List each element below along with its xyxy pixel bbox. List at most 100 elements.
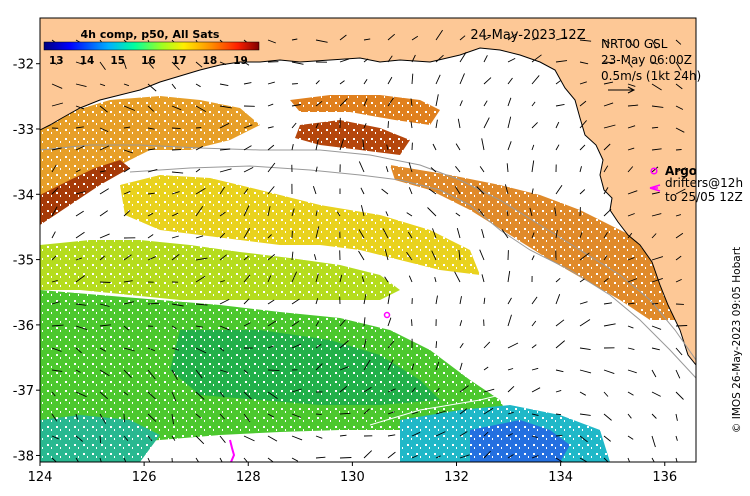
current-vector (243, 298, 250, 305)
current-vector (171, 191, 180, 195)
current-vector (483, 77, 492, 85)
current-vector (507, 116, 512, 129)
current-vector (555, 413, 562, 416)
current-vector (651, 277, 663, 283)
current-vector (478, 208, 485, 217)
current-vector (507, 297, 512, 305)
current-vector (459, 431, 468, 437)
current-vector (195, 413, 202, 419)
y-tick-label: -34 (13, 188, 34, 203)
current-vector (315, 166, 318, 173)
current-vector (603, 369, 615, 375)
current-vector (408, 275, 413, 283)
current-vector (99, 391, 108, 400)
current-vector (267, 345, 274, 349)
current-vector (651, 413, 657, 419)
current-vector (531, 188, 534, 195)
current-vector (579, 278, 585, 283)
current-vector (603, 81, 614, 85)
current-vector (75, 145, 85, 151)
current-vector (123, 391, 129, 396)
current-vector (315, 138, 319, 151)
credit-text: © IMOS 26-May-2023 09:05 Hobart (731, 247, 743, 433)
current-vector (459, 408, 468, 415)
current-vector (627, 435, 634, 440)
current-vector (387, 33, 395, 41)
argo-float-marker[interactable] (383, 311, 391, 319)
current-vector (507, 314, 512, 327)
current-vector (675, 347, 683, 356)
current-vector (267, 186, 275, 195)
current-vector (483, 407, 494, 415)
current-vector (555, 229, 558, 239)
current-vector (627, 147, 635, 151)
current-vector (171, 127, 181, 130)
current-vector (99, 413, 107, 424)
current-vector (99, 457, 102, 462)
current-vector (579, 100, 587, 107)
current-vector (483, 100, 488, 107)
current-vector (459, 342, 464, 349)
current-vector (195, 145, 204, 151)
current-vector (507, 141, 512, 151)
current-vector (147, 83, 157, 92)
current-vector (267, 234, 272, 239)
current-vector (555, 457, 564, 462)
current-vector (51, 324, 64, 327)
current-vector (147, 413, 157, 422)
current-vector (291, 271, 298, 283)
current-vector (291, 343, 301, 349)
current-vector (267, 299, 275, 305)
current-vector (171, 235, 179, 239)
current-vector (531, 413, 539, 416)
current-vector (195, 303, 208, 306)
drifter-track[interactable] (229, 439, 236, 462)
current-vector (219, 186, 226, 195)
current-vector (384, 276, 389, 283)
current-vector (123, 369, 132, 379)
current-vector (267, 81, 275, 85)
current-vector (51, 301, 60, 305)
current-vector (99, 83, 106, 87)
current-vector (603, 187, 609, 195)
current-vector (531, 75, 540, 85)
current-vector (195, 457, 200, 462)
current-vector (555, 319, 565, 327)
x-tick-label: 126 (132, 470, 157, 485)
current-vector (243, 227, 251, 239)
current-vector (579, 391, 587, 396)
current-vector (123, 301, 135, 305)
current-vector (267, 320, 277, 327)
current-vector (75, 126, 84, 129)
current-vector (651, 166, 659, 173)
current-vector (243, 188, 249, 195)
current-vector (603, 102, 614, 107)
current-vector (651, 302, 659, 305)
current-vector (315, 456, 326, 459)
current-vector (339, 98, 348, 107)
current-vector (435, 54, 444, 63)
current-info-line3: 0.5m/s (1kt 24h) (601, 69, 701, 83)
contour-deep (369, 389, 696, 451)
current-vector (219, 391, 225, 398)
current-vector (408, 187, 413, 195)
current-vector (384, 249, 389, 261)
current-vector (123, 325, 129, 331)
current-vector (75, 210, 84, 217)
current-vector (387, 76, 393, 85)
current-vector (627, 413, 632, 419)
current-vector (99, 127, 109, 133)
colorbar-tick-label: 19 (233, 55, 248, 67)
current-vector (195, 235, 204, 239)
current-vector (507, 342, 519, 349)
current-vector (579, 457, 589, 462)
current-vector (291, 320, 300, 327)
current-vector (243, 435, 255, 442)
current-vector (339, 138, 344, 151)
current-vector (315, 39, 328, 43)
current-vector (603, 435, 611, 442)
current-vector (358, 229, 365, 239)
current-vector (627, 325, 634, 329)
current-vector (123, 83, 130, 87)
current-vector (411, 54, 416, 63)
